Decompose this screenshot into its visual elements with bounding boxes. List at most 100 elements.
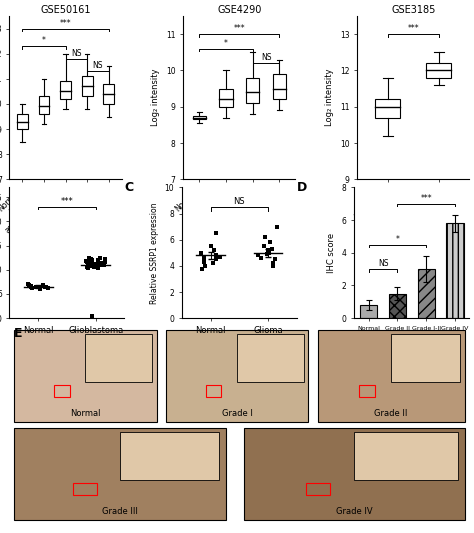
Text: Normal: Normal — [70, 409, 100, 418]
Point — [44, 284, 51, 293]
Text: *: * — [224, 39, 228, 48]
Point — [85, 262, 93, 270]
Bar — [426, 63, 451, 78]
Point — [254, 251, 262, 260]
Point — [201, 254, 208, 262]
Point — [85, 259, 92, 267]
Bar — [418, 269, 435, 318]
Point — [98, 259, 105, 267]
Point — [88, 262, 95, 270]
Text: ***: *** — [234, 25, 245, 34]
Point — [88, 311, 96, 320]
Point — [88, 255, 95, 263]
Point — [41, 282, 49, 291]
Point — [85, 259, 93, 267]
Point — [39, 282, 46, 290]
Text: NS: NS — [234, 197, 245, 206]
Point — [264, 246, 272, 254]
Point — [32, 282, 39, 291]
Point — [100, 261, 108, 270]
Point — [28, 284, 36, 293]
Text: NS: NS — [378, 260, 388, 268]
Point — [200, 258, 208, 266]
Bar — [192, 116, 206, 119]
Point — [91, 260, 98, 268]
Point — [95, 259, 103, 268]
Point — [269, 262, 276, 270]
Y-axis label: Log₂ intensity: Log₂ intensity — [152, 69, 161, 126]
Point — [94, 255, 102, 264]
FancyBboxPatch shape — [237, 334, 304, 382]
Point — [91, 262, 99, 271]
Point — [82, 256, 90, 265]
Text: *: * — [395, 235, 400, 244]
FancyBboxPatch shape — [85, 334, 152, 382]
Text: Grade III: Grade III — [102, 507, 138, 516]
Bar — [219, 88, 233, 107]
Point — [83, 263, 91, 271]
Point — [101, 254, 109, 263]
Point — [101, 257, 109, 266]
Y-axis label: IHC score: IHC score — [327, 233, 336, 273]
Point — [212, 251, 219, 260]
Text: Grade IV: Grade IV — [336, 507, 373, 516]
Point — [44, 284, 52, 292]
Text: NS: NS — [261, 53, 271, 62]
Point — [212, 255, 220, 264]
Point — [263, 250, 271, 259]
Point — [88, 256, 95, 264]
FancyBboxPatch shape — [120, 432, 219, 480]
Bar — [60, 82, 71, 99]
Point — [257, 254, 264, 262]
Point — [198, 264, 206, 273]
Point — [36, 285, 44, 293]
Point — [201, 262, 209, 270]
FancyBboxPatch shape — [14, 330, 156, 422]
Y-axis label: Relative SSRP1 expression: Relative SSRP1 expression — [150, 202, 159, 304]
Title: GSE4290: GSE4290 — [217, 5, 262, 15]
Point — [25, 280, 33, 289]
Point — [27, 281, 35, 290]
Text: Grade II: Grade II — [374, 409, 408, 418]
Bar — [360, 305, 377, 318]
Point — [262, 233, 269, 241]
FancyBboxPatch shape — [354, 432, 458, 480]
Point — [89, 261, 97, 269]
Point — [216, 253, 224, 261]
Point — [88, 257, 95, 265]
Text: D: D — [297, 181, 307, 194]
Bar — [103, 84, 114, 104]
Point — [271, 255, 278, 264]
Point — [269, 259, 276, 268]
Point — [273, 222, 281, 231]
Point — [86, 253, 93, 262]
Bar — [17, 114, 28, 129]
Point — [36, 284, 44, 292]
Bar — [389, 294, 406, 318]
Point — [267, 238, 274, 247]
Text: ***: *** — [60, 19, 72, 28]
Text: C: C — [124, 181, 134, 194]
Text: NS: NS — [71, 49, 82, 58]
Point — [268, 245, 275, 253]
Text: E: E — [14, 327, 23, 340]
Text: Grade I: Grade I — [222, 409, 253, 418]
Point — [94, 261, 102, 270]
Point — [25, 280, 32, 288]
Point — [92, 260, 100, 269]
Y-axis label: Log₂ intensity: Log₂ intensity — [325, 69, 334, 126]
Point — [91, 263, 98, 272]
FancyBboxPatch shape — [244, 428, 465, 520]
Text: ***: *** — [61, 197, 73, 206]
Text: ***: *** — [420, 194, 432, 203]
Point — [42, 283, 50, 292]
Bar — [82, 76, 92, 96]
FancyBboxPatch shape — [166, 330, 308, 422]
Point — [87, 256, 94, 264]
Point — [265, 248, 273, 257]
Point — [96, 254, 103, 262]
Point — [82, 257, 90, 265]
Point — [92, 260, 100, 268]
Point — [212, 229, 220, 238]
Point — [84, 264, 91, 272]
